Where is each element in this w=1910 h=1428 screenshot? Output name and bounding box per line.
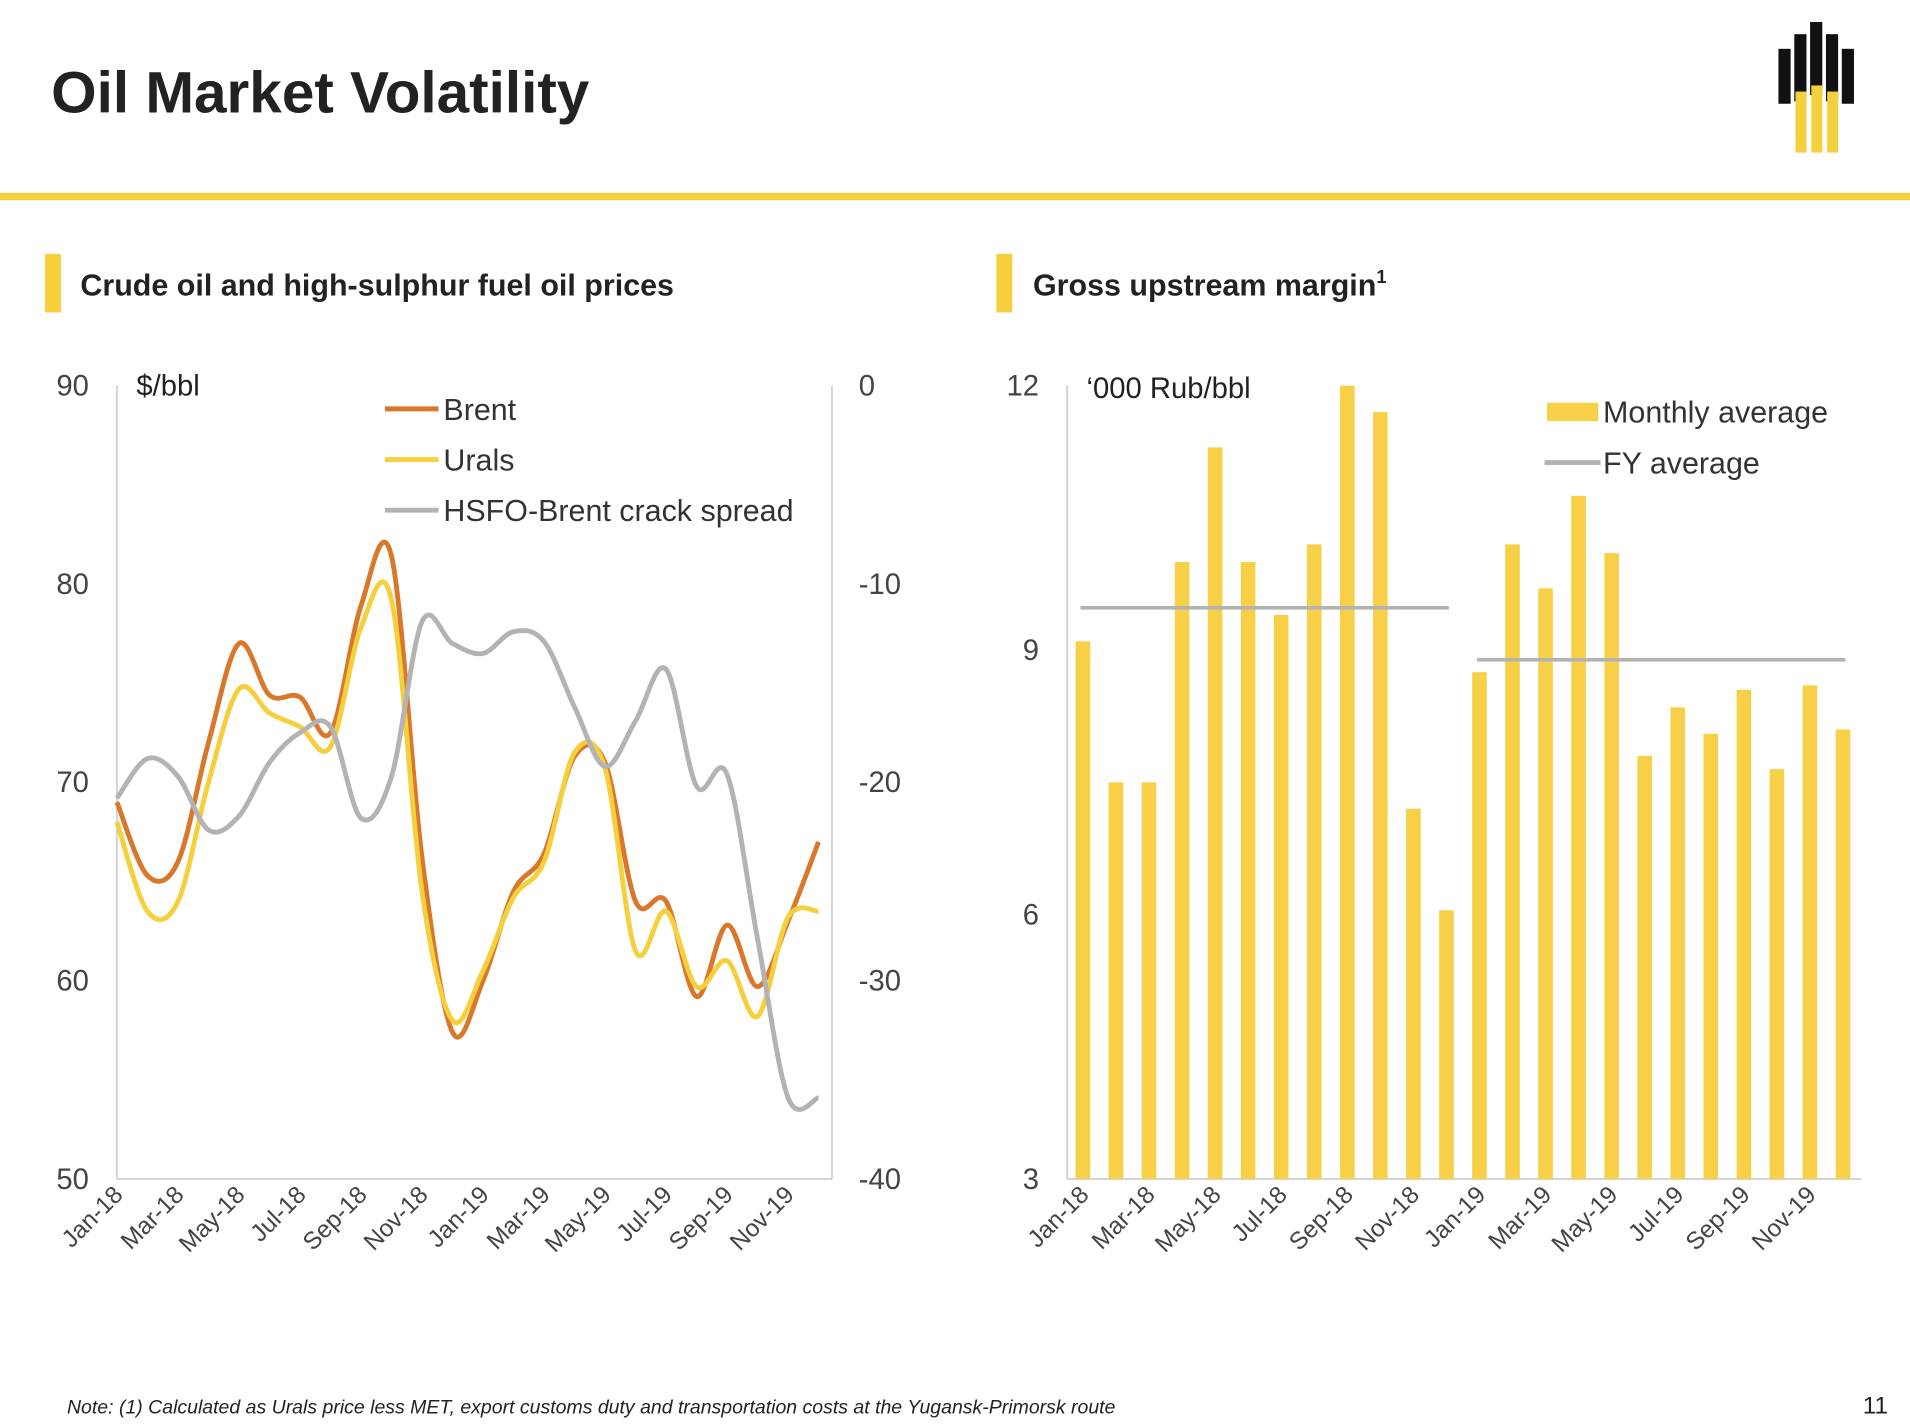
y-tick-label: 70 [56, 767, 89, 799]
y-axis-label: $/bbl [136, 370, 199, 402]
y2-tick-label: -10 [859, 569, 901, 601]
bar [1538, 588, 1553, 1180]
y-tick-label: 12 [1007, 370, 1040, 402]
bar [1373, 412, 1388, 1180]
legend-swatch [1547, 402, 1599, 422]
x-tick-label: Sep-18 [1284, 1181, 1359, 1256]
chart-title: Gross upstream margin1 [1033, 266, 1387, 302]
x-tick-label: May-18 [174, 1181, 250, 1258]
y-axis-label: ‘000 Rub/bbl [1087, 373, 1251, 405]
section-marker [45, 253, 61, 313]
bar [1769, 769, 1785, 1180]
bar [1505, 544, 1520, 1180]
header-rule [0, 192, 1910, 201]
x-tick-label: Sep-18 [298, 1181, 373, 1256]
x-tick-label: Mar-19 [1483, 1181, 1557, 1255]
y2-tick-label: 0 [859, 370, 875, 402]
legend-label: Urals [443, 443, 514, 477]
y-tick-label: 50 [56, 1164, 89, 1196]
bar [1835, 729, 1851, 1180]
line-series [114, 539, 821, 1040]
x-tick-label: Sep-19 [664, 1181, 739, 1256]
legend-label: Monthly average [1603, 395, 1828, 429]
bar [1703, 733, 1719, 1180]
x-tick-label: May-19 [540, 1181, 616, 1258]
bar [1736, 689, 1752, 1180]
y2-tick-label: -40 [859, 1164, 901, 1196]
bar [1670, 707, 1686, 1180]
x-tick-label: Nov-19 [725, 1181, 800, 1256]
bar [1207, 447, 1223, 1180]
legend-label: HSFO-Brent crack spread [443, 494, 793, 528]
bar [1439, 910, 1454, 1180]
x-tick-label: May-18 [1150, 1181, 1226, 1258]
x-tick-label: Jul-19 [1623, 1181, 1689, 1247]
y2-tick-label: -20 [859, 767, 901, 799]
y-tick-label: 6 [1023, 899, 1039, 931]
y-tick-label: 9 [1023, 635, 1039, 667]
bar [1339, 385, 1355, 1180]
bar [1108, 782, 1124, 1180]
bar [1273, 614, 1289, 1180]
x-tick-label: Jan-19 [1419, 1181, 1491, 1253]
bar [1240, 561, 1256, 1180]
title-text: Gross upstream margin [1033, 268, 1376, 302]
page-number: 11 [1863, 1392, 1888, 1419]
y-tick-label: 80 [56, 569, 89, 601]
x-tick-label: Nov-19 [1747, 1181, 1822, 1256]
x-tick-label: Jul-18 [1227, 1181, 1293, 1247]
legend-label: Brent [443, 393, 516, 427]
bar [1306, 544, 1322, 1180]
x-tick-label: Mar-18 [1087, 1181, 1161, 1255]
bar [1075, 641, 1091, 1180]
x-tick-label: Jan-19 [423, 1181, 495, 1253]
x-tick-label: Nov-18 [1350, 1181, 1425, 1256]
y-tick-label: 60 [56, 965, 89, 997]
bar [1637, 755, 1653, 1180]
chart-title: Crude oil and high-sulphur fuel oil pric… [80, 268, 674, 302]
legend-label: FY average [1603, 447, 1760, 481]
y-tick-label: 90 [56, 370, 89, 402]
logo [1778, 21, 1854, 153]
bar [1174, 561, 1190, 1180]
bar [1604, 553, 1619, 1180]
line-series [114, 612, 820, 1112]
y-tick-label: 3 [1023, 1164, 1039, 1196]
bar [1141, 782, 1157, 1180]
x-tick-label: Sep-19 [1681, 1181, 1756, 1256]
footnote: Note: (1) Calculated as Urals price less… [67, 1396, 1116, 1418]
title-superscript: 1 [1376, 266, 1386, 287]
section-marker [996, 253, 1013, 313]
y2-tick-label: -30 [859, 965, 901, 997]
page-title: Oil Market Volatility [51, 60, 590, 125]
x-tick-label: May-19 [1547, 1181, 1623, 1258]
x-tick-label: Nov-18 [359, 1181, 434, 1256]
line-series [114, 579, 820, 1026]
bar [1571, 495, 1586, 1180]
bar [1802, 685, 1818, 1180]
bar [1472, 672, 1487, 1180]
bar [1406, 808, 1421, 1180]
